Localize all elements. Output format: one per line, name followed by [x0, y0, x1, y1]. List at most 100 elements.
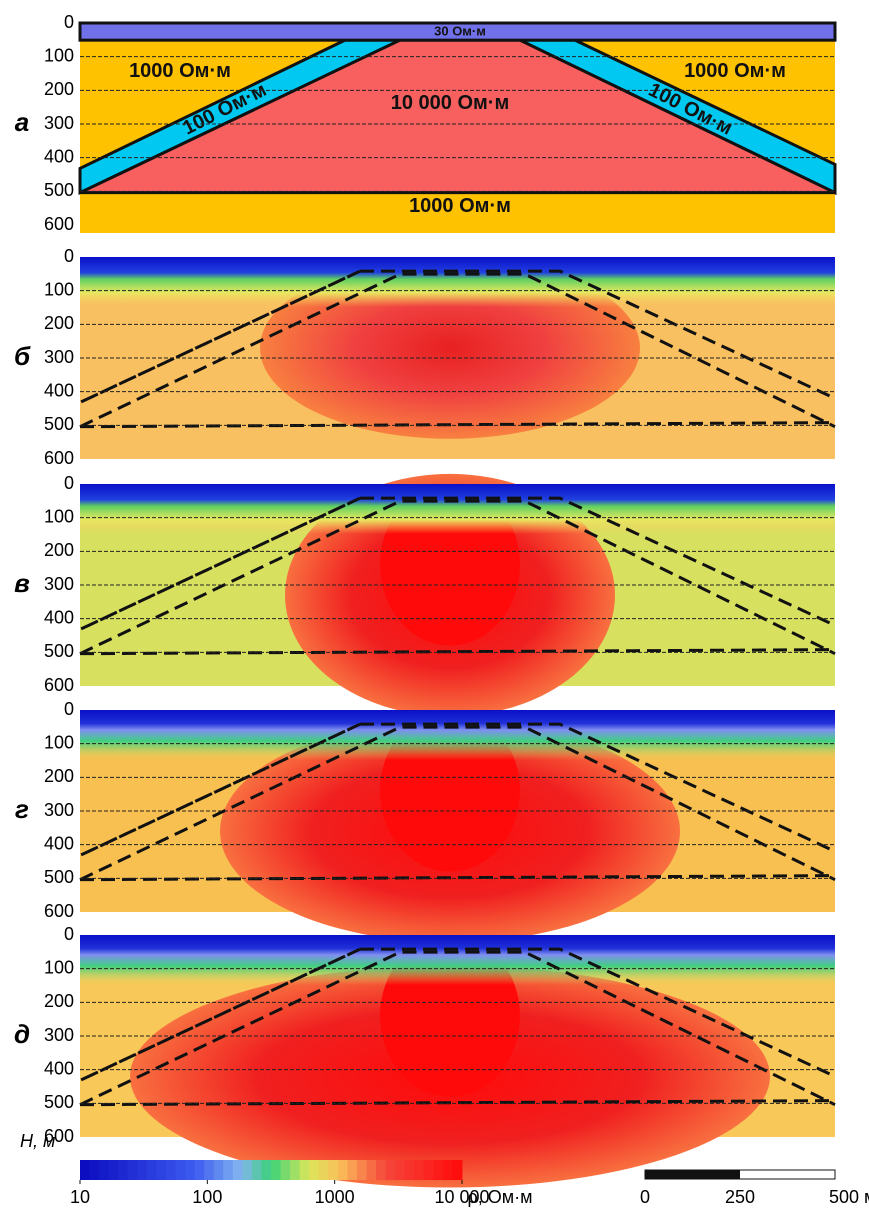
dashed-outline	[360, 496, 836, 627]
colorbar-cell	[395, 1160, 406, 1180]
y-tick-label: 500	[44, 414, 74, 434]
y-tick-label: 600	[44, 675, 74, 695]
colorbar-cell	[137, 1160, 148, 1180]
colorbar-cell	[156, 1160, 167, 1180]
dashed-outline	[79, 950, 836, 1107]
y-tick-label: 300	[44, 1025, 74, 1045]
model-label: 10 000 Ом·м	[391, 92, 510, 114]
model-label: 1000 Ом·м	[409, 195, 511, 217]
panel-label: в	[14, 568, 30, 598]
dashed-outline	[360, 269, 836, 400]
colorbar-cell	[185, 1160, 196, 1180]
colorbar-cell	[127, 1160, 138, 1180]
scale-tick-label: 250	[725, 1187, 755, 1207]
y-tick-label: 300	[44, 800, 74, 820]
y-tick-label: 0	[64, 473, 74, 493]
y-tick-label: 100	[44, 732, 74, 752]
y-tick-label: 0	[64, 924, 74, 944]
colorbar-cell	[385, 1160, 396, 1180]
y-tick-label: 400	[44, 833, 74, 853]
y-tick-label: 500	[44, 641, 74, 661]
y-tick-label: 0	[64, 699, 74, 719]
y-tick-label: 200	[44, 540, 74, 560]
colorbar-cell	[366, 1160, 377, 1180]
model-label: 1000 Ом·м	[684, 60, 786, 82]
y-tick-label: 400	[44, 1058, 74, 1078]
panel: 0 100 200 300 400 500 600 в	[14, 473, 836, 717]
panel-label: а	[15, 107, 29, 137]
y-tick-label: 200	[44, 766, 74, 786]
dashed-outline	[360, 722, 836, 853]
colorbar-cell	[290, 1160, 301, 1180]
colorbar-cell	[80, 1160, 91, 1180]
panel: 0 100 200 300 400 500 600 д	[14, 924, 836, 1188]
colorbar-cell	[452, 1160, 463, 1180]
y-tick-label: 300	[44, 113, 74, 133]
colorbar-tick-label: 100	[192, 1187, 222, 1207]
y-tick-label: 600	[44, 448, 74, 468]
dashed-outline	[79, 499, 836, 656]
colorbar-cell	[194, 1160, 205, 1180]
y-tick-label: 600	[44, 1126, 74, 1146]
scale-tick-label: 0	[640, 1187, 650, 1207]
colorbar-cell	[99, 1160, 110, 1180]
colorbar-cell	[242, 1160, 253, 1180]
dashed-outline	[79, 496, 361, 631]
dashed-outline	[360, 947, 836, 1078]
y-tick-label: 500	[44, 180, 74, 200]
model-label: 30 Ом·м	[434, 24, 486, 39]
y-tick-label: 500	[44, 1092, 74, 1112]
y-tick-label: 200	[44, 991, 74, 1011]
colorbar-cell	[165, 1160, 176, 1180]
colorbar-cell	[337, 1160, 348, 1180]
colorbar-cell	[442, 1160, 453, 1180]
y-tick-label: 0	[64, 12, 74, 32]
y-tick-label: 200	[44, 79, 74, 99]
colorbar-cell	[280, 1160, 291, 1180]
colorbar-cell	[376, 1160, 387, 1180]
panel: 0 100 200 300 400 500 600 г	[15, 699, 836, 943]
colorbar-cell	[404, 1160, 415, 1180]
panel: 0 100 200 300 400 500 600 б	[14, 246, 836, 468]
scale-bar	[645, 1170, 740, 1179]
axis-label: H, м	[20, 1131, 55, 1151]
dashed-outline	[79, 947, 361, 1082]
y-tick-label: 100	[44, 506, 74, 526]
colorbar-cell	[328, 1160, 339, 1180]
colorbar-label: ρ, Ом·м	[468, 1187, 533, 1207]
y-tick-label: 400	[44, 146, 74, 166]
colorbar-cell	[223, 1160, 234, 1180]
y-tick-label: 400	[44, 607, 74, 627]
dashed-outline	[79, 272, 836, 429]
colorbar-cell	[356, 1160, 367, 1180]
colorbar-cell	[118, 1160, 129, 1180]
panel-label: г	[15, 794, 29, 824]
colorbar-cell	[146, 1160, 157, 1180]
y-tick-label: 300	[44, 574, 74, 594]
colorbar-cell	[433, 1160, 444, 1180]
dashed-outline	[79, 725, 836, 882]
y-tick-label: 100	[44, 279, 74, 299]
y-tick-label: 400	[44, 380, 74, 400]
colorbar-cell	[299, 1160, 310, 1180]
dashed-outline	[79, 722, 361, 857]
colorbar-cell	[204, 1160, 215, 1180]
colorbar-cell	[318, 1160, 329, 1180]
colorbar-cell	[261, 1160, 272, 1180]
dashed-outline	[79, 269, 361, 404]
colorbar-tick-label: 1000	[315, 1187, 355, 1207]
model-label: 1000 Ом·м	[129, 60, 231, 82]
y-tick-label: 500	[44, 867, 74, 887]
colorbar-cell	[271, 1160, 282, 1180]
colorbar-cell	[347, 1160, 358, 1180]
y-tick-label: 200	[44, 313, 74, 333]
y-tick-label: 100	[44, 45, 74, 65]
colorbar-tick-label: 10 000	[434, 1187, 489, 1207]
colorbar-cell	[251, 1160, 262, 1180]
panel-label: д	[14, 1019, 30, 1049]
colorbar-cell	[108, 1160, 119, 1180]
colorbar-cell	[213, 1160, 224, 1180]
colorbar-cell	[232, 1160, 243, 1180]
